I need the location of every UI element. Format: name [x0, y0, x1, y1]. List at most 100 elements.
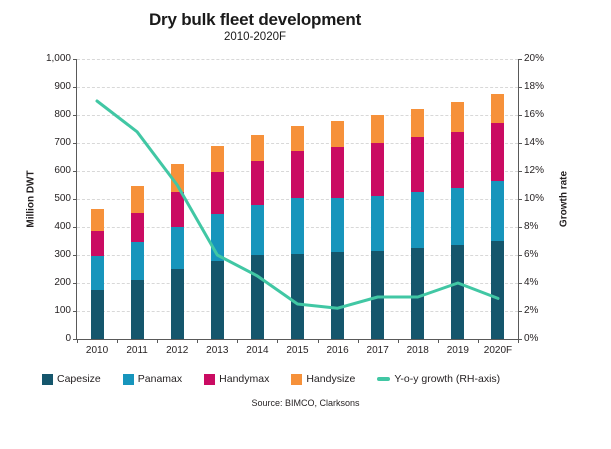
bar-segment-panamax: [130, 242, 144, 281]
y-axis-tick-left: [73, 87, 77, 88]
y-axis-label-right: 8%: [524, 221, 539, 232]
bar-segment-handymax: [451, 131, 465, 188]
x-axis-label: 2020F: [483, 345, 513, 356]
y-axis-tick-left: [73, 311, 77, 312]
legend-item-handysize: Handysize: [291, 373, 355, 385]
y-axis-label-left: 900: [54, 81, 71, 92]
y-axis-label-left: 500: [54, 193, 71, 204]
y-axis-label-right: 20%: [524, 53, 545, 64]
handysize-swatch-icon: [291, 373, 303, 385]
y-axis-tick-left: [73, 143, 77, 144]
bar-segment-handymax: [291, 151, 304, 198]
bar-segment-handymax: [90, 231, 104, 257]
capesize-swatch-icon: [42, 373, 53, 385]
bar-segment-handysize: [170, 164, 184, 192]
panamax-swatch-icon: [122, 373, 134, 385]
y-axis-tick-right: [518, 87, 522, 88]
x-axis-tick: [477, 339, 479, 343]
x-axis-label: 2014: [246, 345, 269, 356]
bar-segment-handysize: [491, 94, 505, 124]
bar-segment-capesize: [210, 260, 224, 339]
y-axis-label-right: 14%: [524, 137, 545, 148]
bar-segment-capesize: [291, 253, 304, 339]
y-axis-tick-right: [518, 59, 522, 60]
x-axis-tick: [197, 339, 199, 343]
bar-segment-handysize: [210, 145, 224, 173]
legend-item-panamax: Panamax: [122, 373, 182, 385]
legend-label: Handymax: [219, 373, 270, 385]
x-axis-label: 2017: [366, 345, 389, 356]
bar-segment-handysize: [130, 186, 144, 213]
bar-segment-panamax: [90, 256, 104, 290]
y-axis-label-left: 1,000: [45, 53, 71, 64]
bar-segment-panamax: [291, 197, 304, 254]
y-axis-tick-left: [73, 339, 77, 340]
y-axis-tick-right: [518, 255, 522, 256]
bar-segment-handymax: [170, 192, 184, 227]
handymax-swatch-icon: [204, 373, 216, 385]
bar-segment-panamax: [371, 196, 385, 251]
y-axis-tick-left: [73, 59, 77, 60]
x-axis-label: 2011: [126, 345, 148, 356]
bar-segment-handymax: [250, 161, 264, 205]
bar-segment-capesize: [411, 248, 425, 339]
y-axis-label-right: 16%: [524, 109, 545, 120]
y-axis-tick-left: [73, 227, 77, 228]
y-axis-tick-right: [518, 115, 522, 116]
grid-line: [77, 115, 518, 116]
y-axis-label-left: 700: [54, 137, 71, 148]
y-axis-tick-right: [518, 171, 522, 172]
bar-segment-capesize: [451, 245, 465, 339]
bar-segment-capesize: [170, 269, 184, 339]
bar-segment-panamax: [331, 197, 345, 253]
y-axis-label-right: 4%: [524, 277, 539, 288]
x-axis-tick: [77, 339, 78, 343]
bar-segment-capesize: [331, 252, 345, 339]
legend-label: Capesize: [57, 373, 101, 385]
y-axis-label-right: 0%: [524, 333, 539, 344]
x-axis-label: 2015: [286, 345, 309, 356]
source-note: Source: BIMCO, Clarksons: [251, 398, 360, 408]
bar-segment-handymax: [210, 172, 224, 215]
bar-segment-capesize: [130, 280, 144, 339]
y-axis-tick-left: [73, 171, 77, 172]
x-axis-tick: [357, 339, 359, 343]
bar-segment-panamax: [411, 192, 425, 248]
bar-segment-handymax: [491, 123, 505, 181]
chart-title: Dry bulk fleet development: [148, 10, 362, 29]
bar-segment-panamax: [451, 187, 465, 246]
legend-item-handymax: Handymax: [204, 373, 269, 385]
y-axis-label-left: 400: [54, 221, 71, 232]
y-axis-tick-right: [518, 199, 522, 200]
y-axis-label-right: 12%: [524, 165, 545, 176]
y-axis-tick-right: [518, 339, 522, 340]
growth-line-swatch-icon: [377, 377, 391, 381]
bar-segment-handysize: [411, 109, 425, 138]
x-axis-tick: [277, 339, 279, 343]
bar-segment-handysize: [90, 208, 104, 232]
bar-segment-capesize: [90, 290, 104, 339]
bar-segment-handysize: [331, 120, 345, 148]
grid-line: [77, 59, 518, 60]
x-axis-tick: [437, 339, 439, 343]
x-axis-label: 2010: [85, 345, 109, 356]
y-axis-tick-right: [518, 143, 522, 144]
legend-label: Y-o-y growth (RH-axis): [394, 373, 501, 385]
bar-segment-handysize: [291, 126, 304, 152]
y-axis-tick-left: [73, 255, 77, 256]
x-axis-label: 2016: [326, 345, 349, 356]
y-axis-label-left: 100: [54, 305, 71, 316]
y-axis-label-right: 18%: [524, 81, 545, 92]
y-axis-label-right: 10%: [524, 193, 545, 204]
bar-segment-handymax: [411, 137, 425, 192]
bar-segment-panamax: [491, 180, 505, 241]
y-axis-label-left: 300: [54, 249, 71, 260]
growth-line: [95, 99, 500, 310]
bar-segment-panamax: [250, 204, 264, 255]
legend-item-growth: Y-o-y growth (RH-axis): [377, 373, 500, 385]
x-axis-tick: [237, 339, 239, 343]
y-axis-tick-left: [73, 115, 77, 116]
x-axis-label: 2012: [166, 345, 189, 356]
y-axis-label-right: 2%: [524, 305, 539, 316]
bar-segment-capesize: [371, 250, 385, 339]
